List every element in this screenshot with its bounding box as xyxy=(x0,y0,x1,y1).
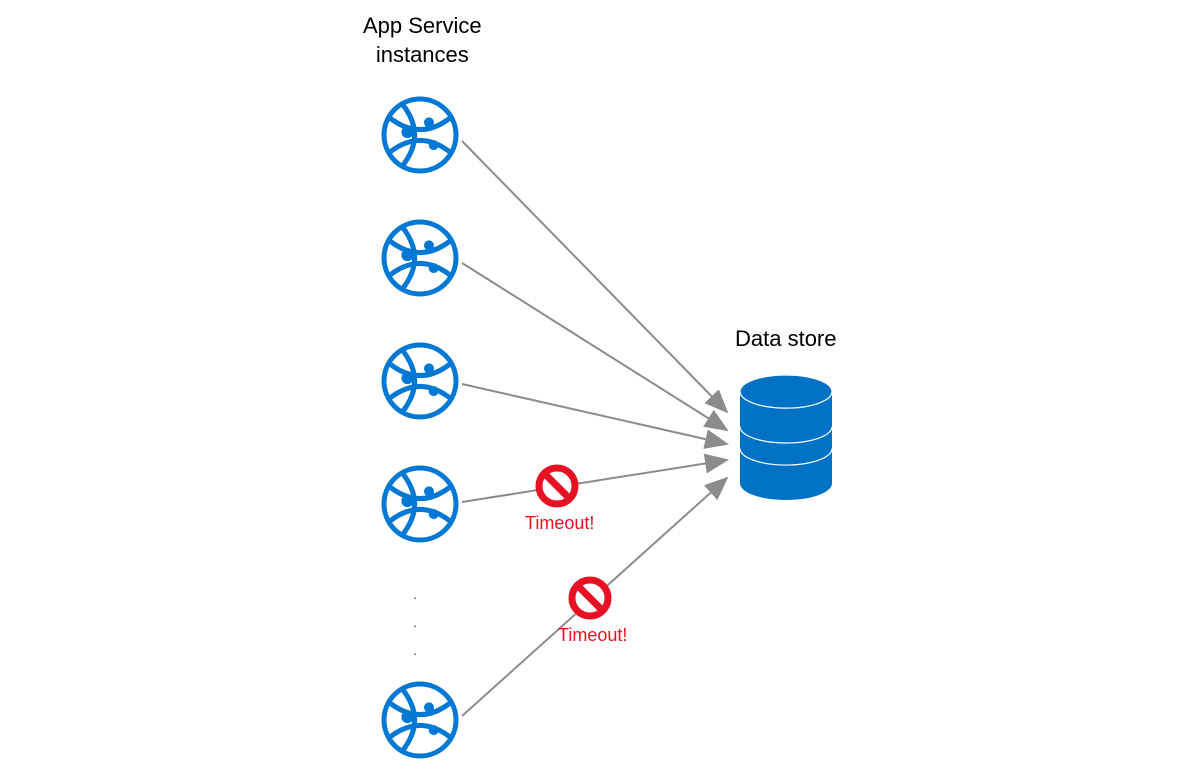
no-entry-icons xyxy=(539,468,608,616)
app-service-icons xyxy=(384,99,456,756)
diagram-svg xyxy=(0,0,1200,774)
connection-arrow xyxy=(462,263,727,430)
data-store-icon xyxy=(740,375,832,500)
ellipsis-dots: ... xyxy=(413,580,417,664)
timeout-label: Timeout! xyxy=(558,625,627,646)
app-service-icon xyxy=(384,222,456,294)
no-entry-icon xyxy=(539,468,575,504)
app-service-title: App Serviceinstances xyxy=(363,12,482,69)
app-service-icon xyxy=(384,345,456,417)
data-store-title: Data store xyxy=(735,325,837,354)
connection-arrow xyxy=(462,384,727,444)
app-service-icon xyxy=(384,99,456,171)
timeout-label: Timeout! xyxy=(525,513,594,534)
connection-arrow xyxy=(462,460,727,502)
no-entry-icon xyxy=(572,580,608,616)
app-service-icon xyxy=(384,468,456,540)
app-service-icon xyxy=(384,684,456,756)
connection-arrow xyxy=(462,141,727,412)
